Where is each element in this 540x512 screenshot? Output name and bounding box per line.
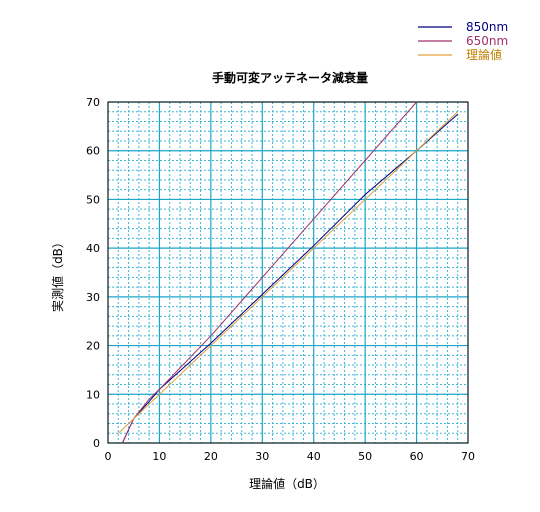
y-axis-label: 実測値（dB） [50, 236, 65, 312]
x-tick-label: 0 [105, 450, 112, 463]
y-tick-label: 40 [86, 242, 100, 255]
series-line-850nm [121, 113, 459, 444]
x-tick-label: 40 [307, 450, 321, 463]
legend-label: 850nm [466, 20, 508, 34]
y-tick-label: 20 [86, 340, 100, 353]
y-tick-label: 0 [93, 437, 100, 450]
plot-frame [107, 101, 469, 444]
x-tick-label: 50 [358, 450, 372, 463]
legend-label: 650nm [466, 34, 508, 48]
x-tick-label: 70 [461, 450, 475, 463]
y-tick-labels: 0 10 20 30 40 50 60 70 [86, 96, 100, 450]
legend-label: 理論値 [466, 47, 502, 62]
y-tick-label: 10 [86, 388, 100, 401]
x-tick-label: 10 [152, 450, 166, 463]
series-line-理論値 [117, 111, 459, 434]
y-tick-label: 70 [86, 96, 100, 109]
y-tick-label: 30 [86, 291, 100, 304]
y-tick-label: 50 [86, 193, 100, 206]
x-axis-label: 理論値（dB） [249, 476, 325, 491]
chart-title: 手動可変アッテネータ減衰量 [212, 70, 368, 85]
minor-grid [108, 102, 468, 443]
series-lines [117, 101, 459, 444]
x-tick-label: 30 [255, 450, 269, 463]
series-line-650nm [121, 101, 417, 444]
x-tick-labels: 0 10 20 30 40 50 60 70 [105, 450, 476, 463]
y-tick-label: 60 [86, 145, 100, 158]
x-tick-label: 60 [410, 450, 424, 463]
x-tick-label: 20 [204, 450, 218, 463]
